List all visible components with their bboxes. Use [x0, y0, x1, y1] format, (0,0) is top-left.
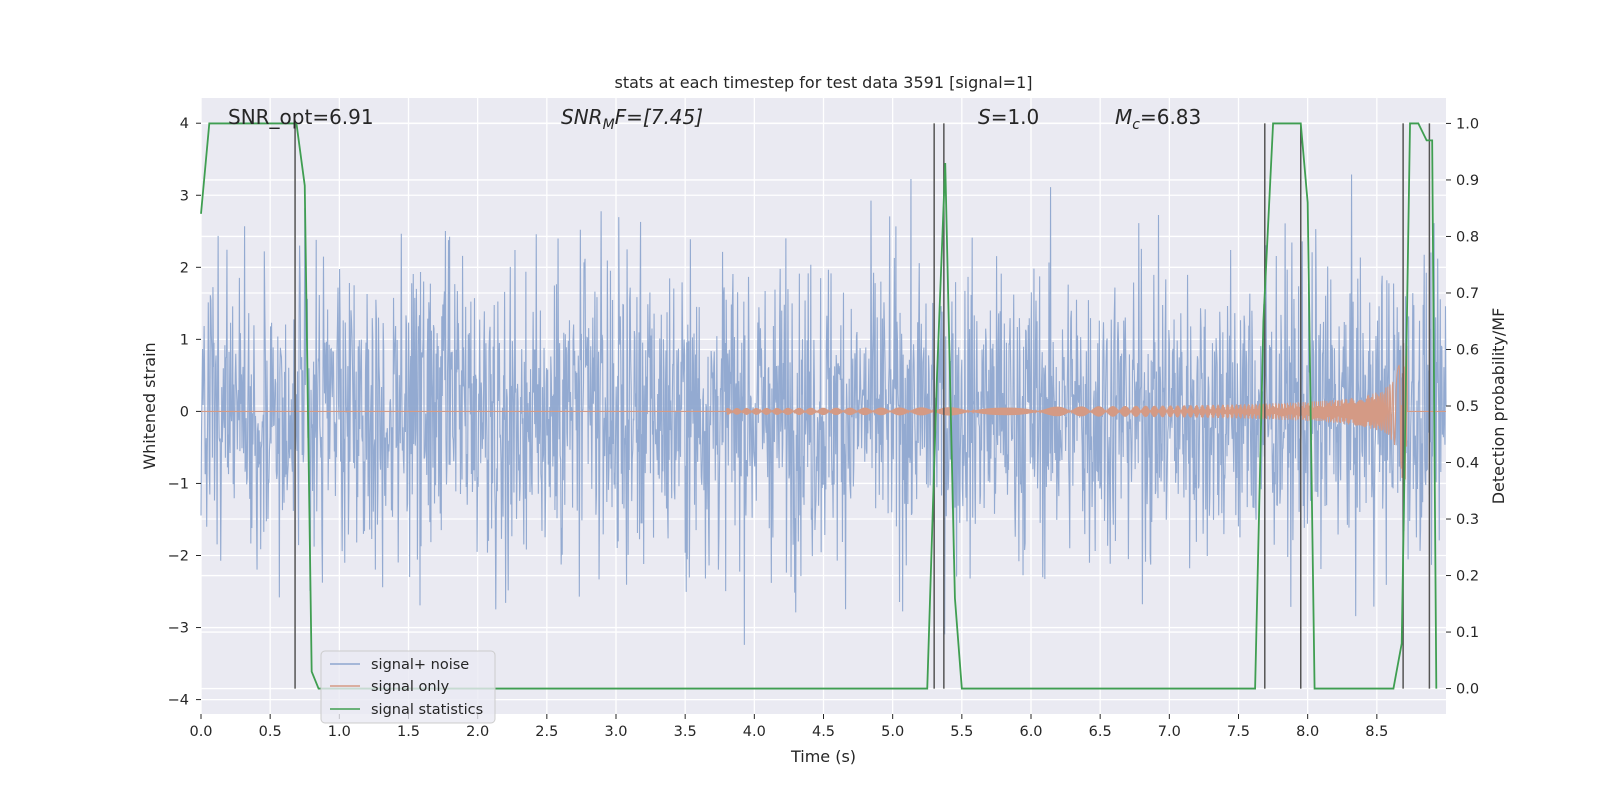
- annotation-snr-mf-main: SNR: [561, 105, 603, 129]
- x-tick-label: 4.0: [743, 724, 766, 740]
- x-tick-label: 5.5: [950, 724, 973, 740]
- y-right-tick-label: 0.9: [1456, 173, 1479, 189]
- series-line-signal-only: [201, 343, 1446, 480]
- x-tick-label: 2.0: [466, 724, 489, 740]
- series-line-signal-plus-noise: [200, 174, 1447, 645]
- y-tick-label: −1: [168, 476, 189, 492]
- annotation-mc-main: M: [1115, 105, 1132, 129]
- legend-label-signal-statistics: signal statistics: [371, 702, 483, 718]
- y-right-tick-label: 0.5: [1456, 399, 1479, 415]
- y-right-tick-label: 0.6: [1456, 342, 1479, 358]
- y-tick-label: 2: [180, 260, 189, 276]
- y-right-tick-label: 0.8: [1456, 229, 1479, 245]
- y-axis-label: Whitened strain: [140, 342, 159, 469]
- y-axis-ticks: 4 3 2 1 0 −1 −2 −3 −4: [168, 116, 201, 709]
- x-tick-label: 2.5: [535, 724, 558, 740]
- legend-label-signal-plus-noise: signal+ noise: [371, 657, 469, 673]
- series-signal-only: [201, 343, 1446, 480]
- y-tick-label: −2: [168, 548, 189, 564]
- y-right-tick-label: 0.2: [1456, 569, 1479, 585]
- y-right-tick-label: 0.1: [1456, 625, 1479, 641]
- y-tick-label: 1: [180, 332, 189, 348]
- x-tick-label: 0.5: [259, 724, 282, 740]
- x-axis-label: Time (s): [790, 747, 856, 766]
- y-right-axis-label: Detection probability/MF: [1489, 308, 1508, 505]
- x-tick-label: 7.0: [1158, 724, 1181, 740]
- y-right-tick-label: 0.3: [1456, 512, 1479, 528]
- y-tick-label: 0: [180, 404, 189, 420]
- annotation-mc: Mc=6.83: [1115, 105, 1201, 133]
- x-tick-label: 3.0: [604, 724, 627, 740]
- annotation-mc-rest: =6.83: [1140, 105, 1201, 129]
- annotation-snr-mf: SNRMF=[7.45]: [561, 105, 703, 133]
- y-right-tick-label: 0.7: [1456, 286, 1479, 302]
- annotation-s-rest: =1.0: [991, 105, 1040, 129]
- annotation-s: S=1.0: [978, 105, 1039, 129]
- legend-box: [320, 650, 496, 724]
- annotation-snr-mf-sub: M: [603, 117, 615, 133]
- annotation-snr-opt: SNR_opt=6.91: [228, 105, 374, 129]
- y-tick-label: −3: [168, 621, 189, 637]
- annotation-s-main: S: [978, 105, 991, 129]
- x-axis-ticks: 0.0 0.5 1.0 1.5 2.0 2.5 3.0 3.5 4.0 4.5 5.0 5.5 6.0 6…: [189, 714, 1388, 740]
- x-tick-label: 5.0: [881, 724, 904, 740]
- annotation-mc-sub: c: [1132, 117, 1140, 133]
- x-tick-label: 3.5: [674, 724, 697, 740]
- legend: signal+ noise signal only signal statist…: [320, 650, 496, 724]
- y-right-axis-ticks: 1.0 0.9 0.8 0.7 0.6 0.5 0.4 0.3 0.2 0.1 0.0: [1446, 116, 1479, 698]
- y-tick-label: 4: [180, 116, 189, 132]
- legend-label-signal-only: signal only: [371, 679, 450, 695]
- annotation-snr-mf-rest: F=[7.45]: [615, 105, 703, 129]
- y-right-tick-label: 0.4: [1456, 456, 1479, 472]
- series-signal-plus-noise: [200, 174, 1447, 645]
- x-tick-label: 0.0: [189, 724, 212, 740]
- series-signal-statistics: [200, 122, 1438, 690]
- y-right-tick-label: 1.0: [1456, 116, 1479, 132]
- x-tick-label: 1.0: [328, 724, 351, 740]
- chart-title: stats at each timestep for test data 359…: [614, 73, 1032, 92]
- y-right-tick-label: 0.0: [1456, 682, 1479, 698]
- x-tick-label: 6.0: [1019, 724, 1042, 740]
- x-tick-label: 7.5: [1227, 724, 1250, 740]
- x-tick-label: 6.5: [1089, 724, 1112, 740]
- x-tick-label: 1.5: [397, 724, 420, 740]
- y-tick-label: 3: [180, 188, 189, 204]
- y-tick-label: −4: [168, 693, 189, 709]
- x-tick-label: 4.5: [812, 724, 835, 740]
- series-line-signal-statistics: [200, 122, 1438, 690]
- x-tick-label: 8.5: [1365, 724, 1388, 740]
- x-tick-label: 8.0: [1296, 724, 1319, 740]
